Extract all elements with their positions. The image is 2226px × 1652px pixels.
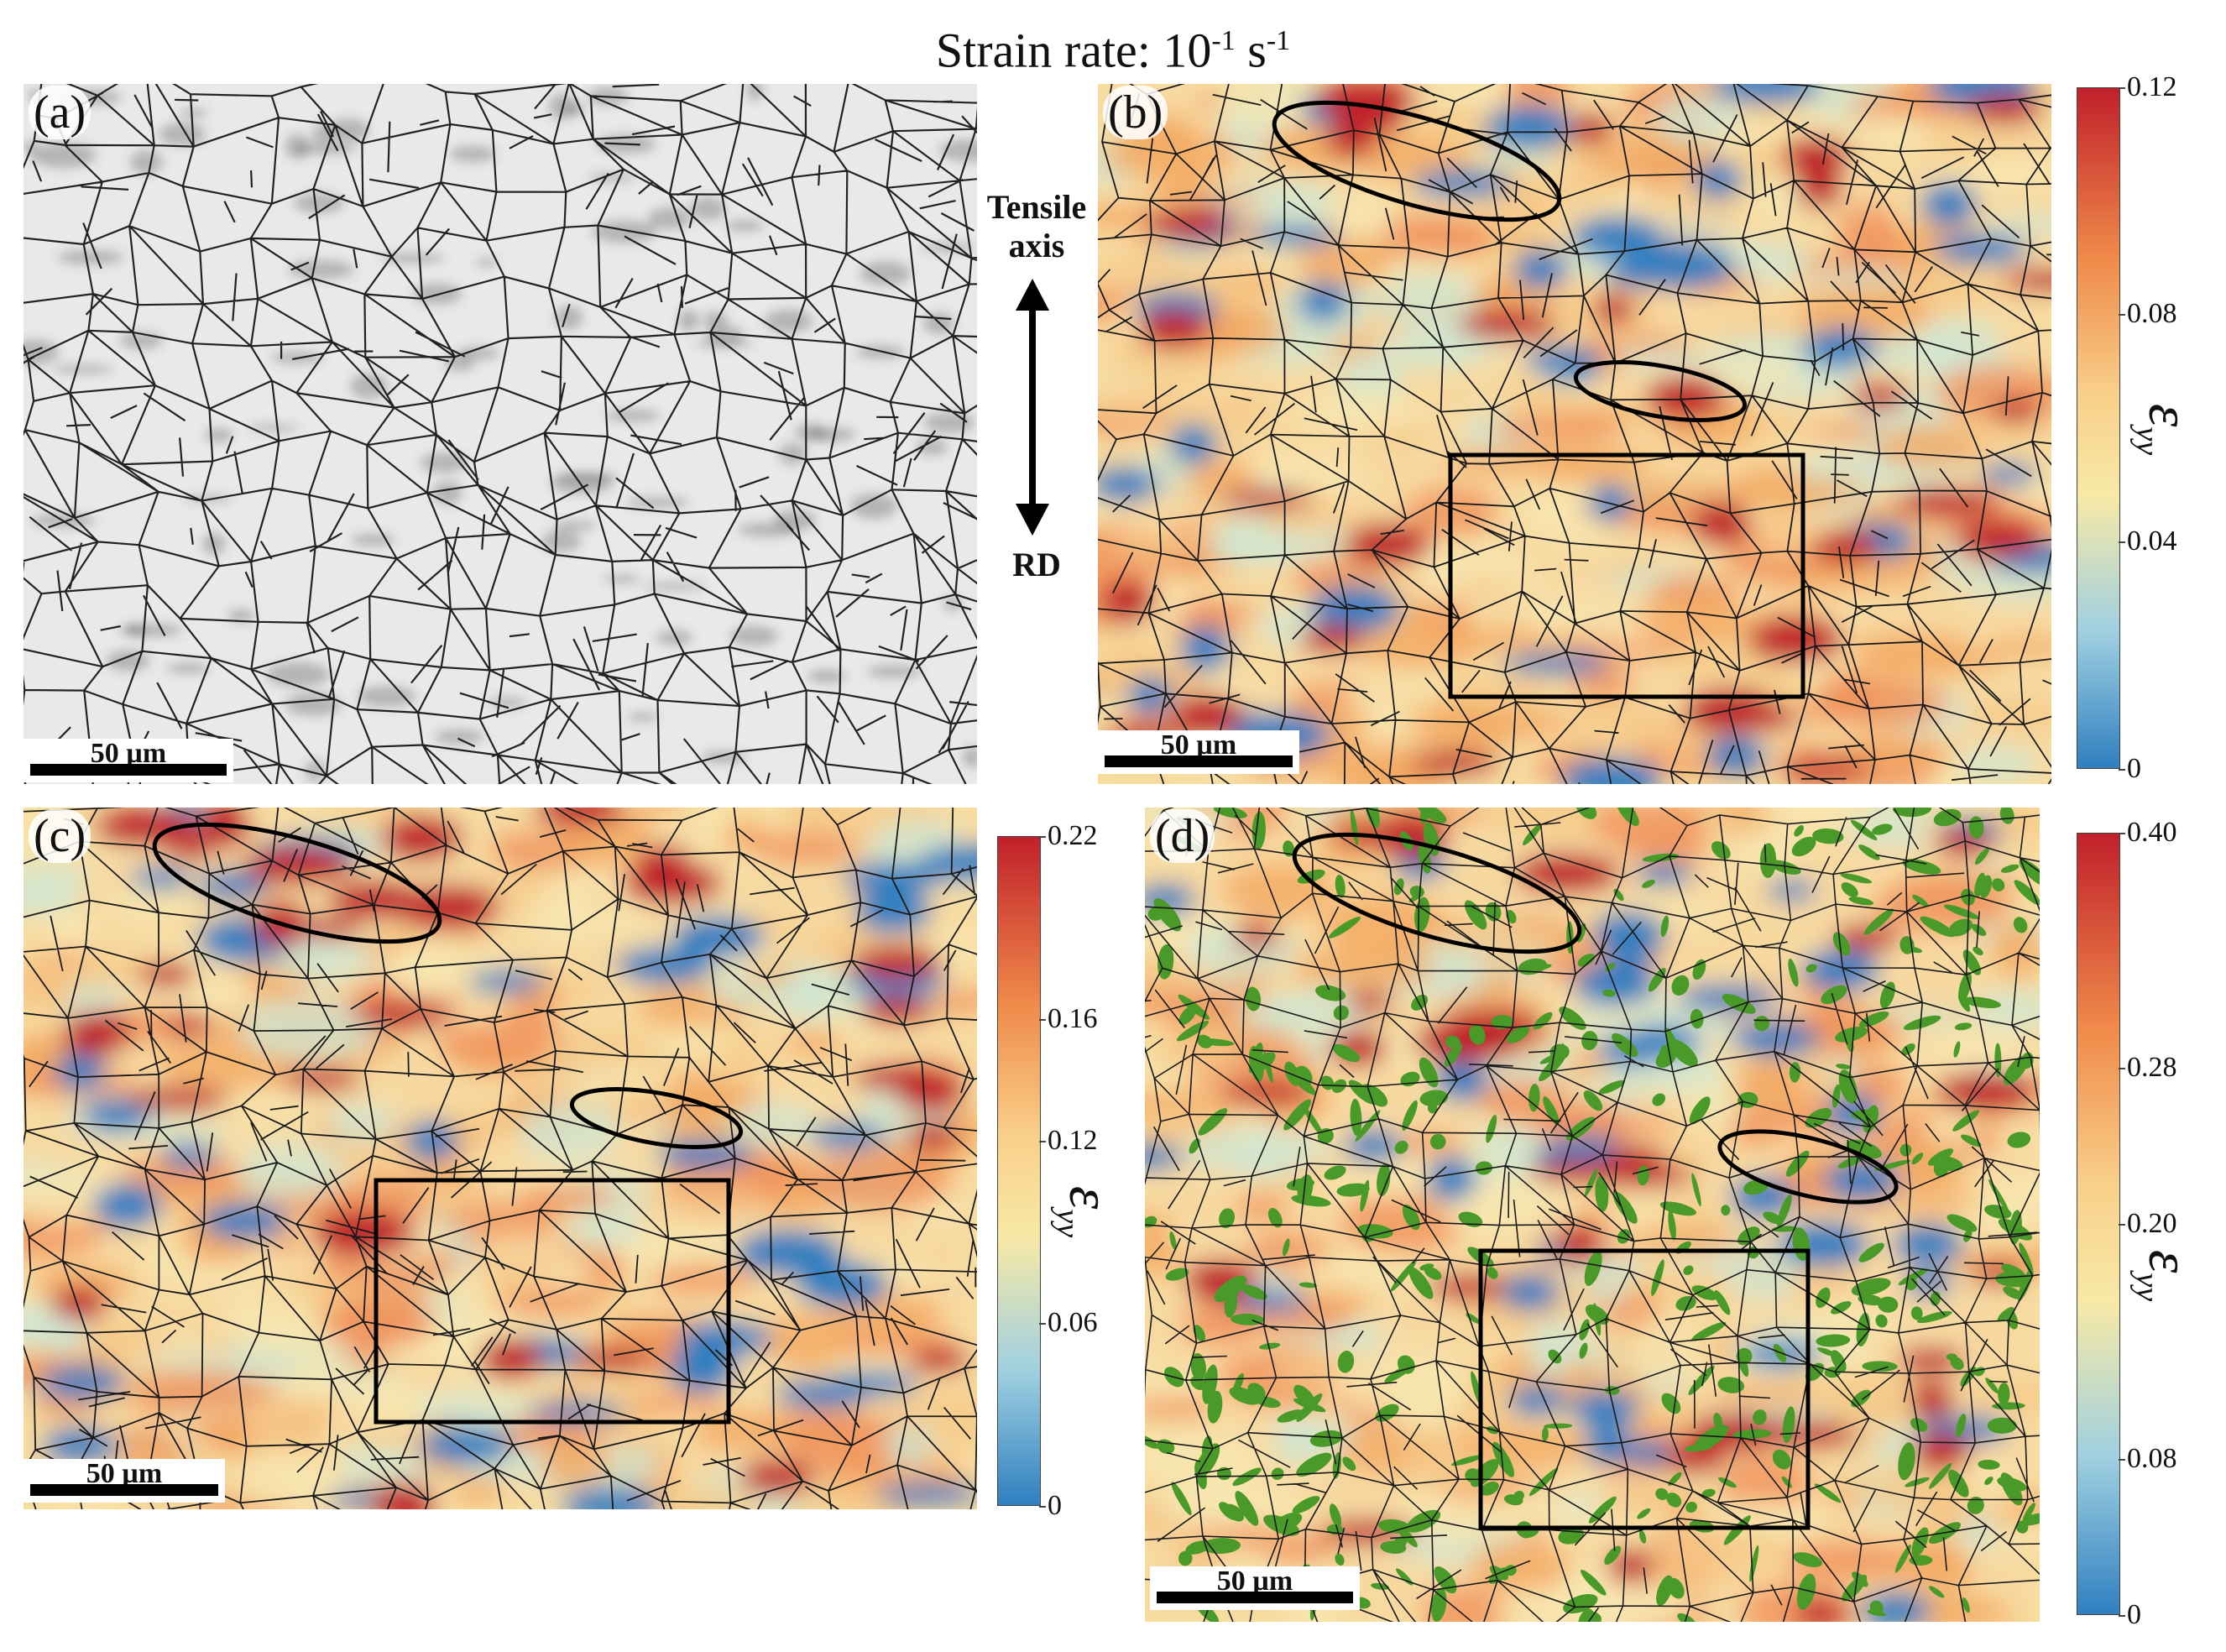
scale-bar-label: 50 µm xyxy=(1216,1566,1293,1597)
colorbar-symbol: εyy xyxy=(2129,1249,2202,1302)
scale-bar-line xyxy=(30,1484,218,1496)
title-exponent: -1 xyxy=(1211,25,1236,56)
axis-word: axis xyxy=(1008,227,1065,264)
panel-a-label: (a) xyxy=(29,86,91,139)
double-arrow-icon xyxy=(1016,279,1049,536)
colorbar-tick: 0.04 xyxy=(2119,525,2177,557)
colorbar-tick: 0.20 xyxy=(2119,1208,2177,1239)
scale-bar-line xyxy=(1105,755,1293,767)
highlight-ellipse xyxy=(1717,1129,1899,1205)
scale-bar-label: 50 µm xyxy=(90,738,167,769)
colorbar-tick: 0.08 xyxy=(2119,1442,2177,1474)
panel-c-scale-bar: 50 µm xyxy=(24,1459,225,1503)
region-box xyxy=(1478,1248,1811,1530)
title-unit-exponent: -1 xyxy=(1266,25,1291,56)
highlight-ellipse xyxy=(1272,100,1562,222)
colorbar-tick: 0.40 xyxy=(2119,817,2177,848)
panel-b-colorbar: 0.12 0.08 0.04 0 εyy xyxy=(2077,72,2219,784)
colorbar-tick: 0.12 xyxy=(2119,71,2177,102)
highlight-ellipse xyxy=(152,822,442,944)
region-box xyxy=(374,1178,731,1425)
panel-d-label: (d) xyxy=(1150,809,1215,863)
panel-a-grain-map: (a) 50 µm xyxy=(24,84,977,784)
colorbar-gradient xyxy=(997,836,1041,1506)
panel-d-scale-bar: 50 µm xyxy=(1150,1566,1360,1610)
tensile-axis-label: Tensile axis xyxy=(965,188,1108,265)
colorbar-tick: 0.16 xyxy=(1039,1002,1098,1034)
panel-c-strain-map: (c) 50 µm xyxy=(24,808,977,1509)
colorbar-tick: 0.12 xyxy=(1039,1125,1098,1157)
strain-heatmap xyxy=(1098,84,2051,784)
strain-heatmap-with-phase xyxy=(1145,808,2040,1622)
strain-heatmap xyxy=(24,808,977,1509)
panel-a-scale-bar: 50 µm xyxy=(24,739,233,782)
colorbar-tick: 0 xyxy=(2119,753,2141,784)
panel-b-scale-bar: 50 µm xyxy=(1098,730,1299,774)
colorbar-symbol: εyy xyxy=(2129,403,2202,456)
title-text: Strain rate: 10 xyxy=(935,23,1212,78)
colorbar-gradient xyxy=(2077,833,2120,1615)
highlight-ellipse xyxy=(1573,360,1748,422)
colorbar-symbol: εyy xyxy=(1050,1185,1122,1238)
scale-bar-label: 50 µm xyxy=(1160,729,1237,761)
title-unit: s xyxy=(1235,23,1267,78)
grain-boundary-image xyxy=(24,84,977,784)
panel-b-strain-map: (b) 50 µm xyxy=(1098,84,2051,784)
colorbar-tick: 0.08 xyxy=(2119,298,2177,330)
panel-b-label: (b) xyxy=(1103,86,1168,139)
scale-bar-line xyxy=(1157,1592,1353,1603)
colorbar-tick: 0 xyxy=(2119,1599,2141,1630)
colorbar-tick: 0.28 xyxy=(2119,1051,2177,1083)
scale-bar-line xyxy=(30,764,227,776)
colorbar-tick: 0.22 xyxy=(1039,820,1098,851)
panel-d-colorbar: 0.40 0.28 0.20 0.08 0 εyy xyxy=(2077,818,2219,1630)
colorbar-tick: 0 xyxy=(1039,1490,1062,1521)
highlight-ellipse xyxy=(569,1087,744,1149)
figure-title: Strain rate: 10-1 s-1 xyxy=(0,12,2226,80)
region-box xyxy=(1448,452,1805,699)
panel-d-strain-phase-map: (d) 50 µm xyxy=(1145,808,2040,1622)
highlight-ellipse xyxy=(1292,832,1582,954)
scale-bar-label: 50 µm xyxy=(86,1458,163,1489)
panel-c-label: (c) xyxy=(29,809,91,863)
colorbar-tick: 0.06 xyxy=(1039,1307,1098,1339)
colorbar-gradient xyxy=(2077,87,2120,769)
rd-label: RD xyxy=(1012,546,1061,583)
panel-c-colorbar: 0.22 0.16 0.12 0.06 0 εyy xyxy=(997,821,1140,1521)
tensile-word: Tensile xyxy=(986,188,1087,226)
